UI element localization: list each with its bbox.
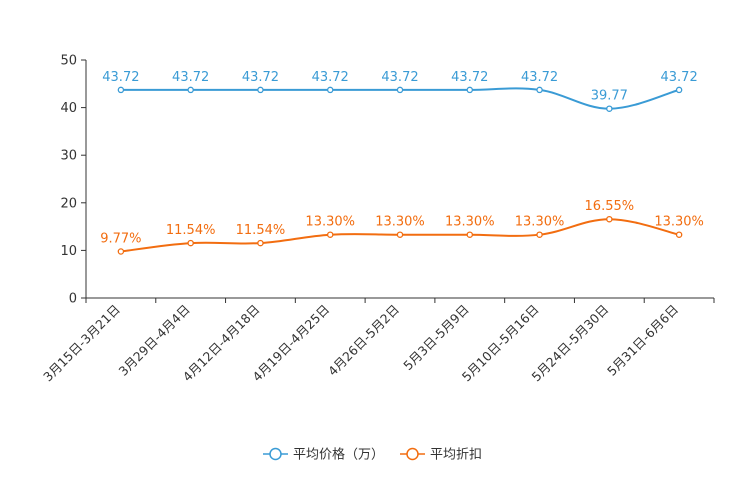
data-point[interactable] (396, 231, 404, 238)
data-label: 43.72 (242, 70, 279, 85)
data-label: 13.30% (654, 215, 704, 230)
legend-item-avg-price[interactable]: 平均价格（万） (263, 447, 384, 463)
data-point[interactable] (606, 215, 613, 223)
data-point[interactable] (396, 86, 404, 94)
x-tick-label: 5月24日-5月30日 (529, 302, 612, 385)
y-tick-label: 10 (60, 244, 77, 259)
data-point[interactable] (675, 231, 683, 238)
y-tick-label: 50 (60, 54, 77, 69)
data-label: 13.30% (515, 215, 565, 230)
legend-marker-icon (269, 447, 282, 461)
data-point[interactable] (187, 86, 194, 94)
data-label: 43.72 (451, 70, 488, 85)
data-point[interactable] (326, 86, 334, 94)
legend-marker-icon (406, 447, 419, 461)
data-point[interactable] (257, 86, 264, 94)
x-tick-label: 3月15日-3月21日 (40, 302, 123, 385)
data-label: 13.30% (305, 215, 355, 230)
data-point[interactable] (466, 231, 474, 238)
y-tick-label: 20 (60, 196, 77, 211)
x-tick-label: 4月19日-4月25日 (249, 302, 332, 385)
data-label: 43.72 (172, 70, 209, 85)
data-label: 13.30% (445, 215, 495, 230)
legend-label: 平均折扣 (430, 448, 482, 463)
y-tick-label: 30 (60, 149, 77, 164)
x-tick-label: 5月3日-5月9日 (400, 302, 472, 374)
data-point[interactable] (187, 239, 194, 247)
data-label: 43.72 (312, 70, 349, 85)
data-label: 9.77% (100, 231, 141, 246)
data-point[interactable] (326, 231, 334, 238)
x-tick-label: 3月29日-4月4日 (116, 302, 193, 379)
data-label: 13.30% (375, 215, 425, 230)
legend-label: 平均价格（万） (293, 447, 384, 463)
x-tick-label: 5月31日-6月6日 (604, 302, 681, 379)
legend-item-avg-discount[interactable]: 平均折扣 (400, 448, 482, 463)
data-point[interactable] (257, 239, 264, 247)
data-label: 43.72 (381, 70, 418, 85)
data-point[interactable] (117, 248, 125, 255)
data-label: 11.54% (166, 223, 216, 238)
data-point[interactable] (536, 86, 543, 94)
data-point[interactable] (536, 231, 543, 238)
data-label: 43.72 (102, 70, 139, 85)
data-point[interactable] (466, 86, 474, 94)
data-label: 11.54% (236, 223, 286, 238)
data-label: 43.72 (661, 70, 698, 85)
data-label: 16.55% (585, 199, 635, 214)
data-point[interactable] (606, 105, 613, 112)
y-tick-label: 0 (69, 292, 77, 307)
x-tick-label: 4月26日-5月2日 (325, 302, 402, 379)
y-tick-label: 40 (60, 101, 77, 116)
data-label: 43.72 (521, 70, 558, 85)
data-point[interactable] (117, 86, 125, 94)
data-label: 39.77 (591, 89, 628, 104)
data-point[interactable] (675, 86, 683, 94)
